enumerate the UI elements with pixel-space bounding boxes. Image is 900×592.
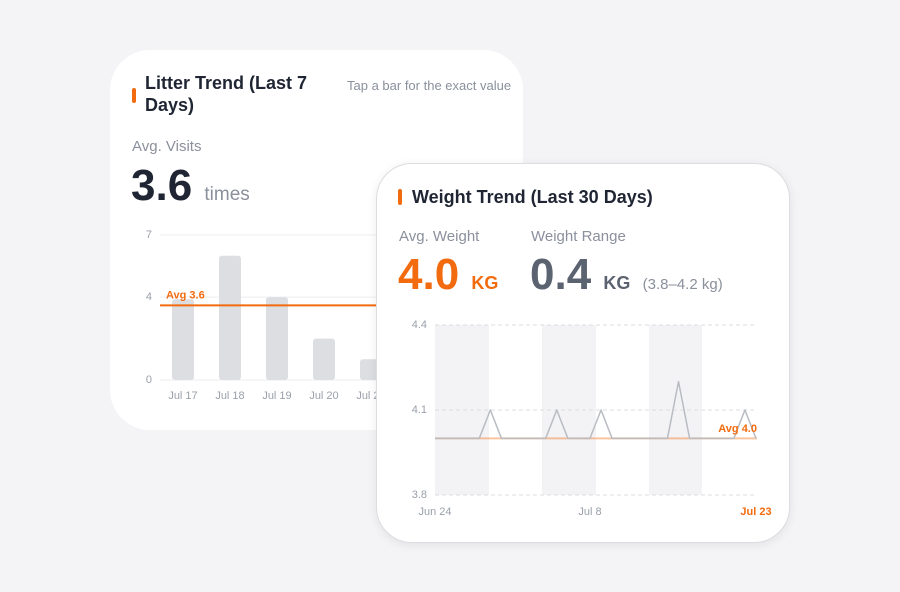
bar bbox=[313, 338, 335, 380]
accent-bar bbox=[132, 88, 136, 103]
average-label: Avg 4.0 bbox=[718, 423, 757, 435]
x-tick-label: Jul 19 bbox=[262, 390, 291, 402]
y-tick-label: 4.4 bbox=[412, 319, 427, 331]
metric-unit: KG bbox=[603, 273, 631, 293]
bar bbox=[266, 297, 288, 380]
x-tick-label: Jul 18 bbox=[215, 390, 244, 402]
x-tick-label: Jun 24 bbox=[418, 506, 451, 518]
y-tick-label: 4 bbox=[146, 291, 152, 303]
metric-value: 0.4 bbox=[530, 250, 592, 299]
x-tick-label: Jul 20 bbox=[309, 390, 338, 402]
metric-label: Weight Range bbox=[531, 228, 626, 245]
x-tick-label: Jul 8 bbox=[578, 506, 601, 518]
bar bbox=[219, 255, 241, 380]
metric-unit: KG bbox=[471, 273, 499, 293]
card-title: Litter Trend (Last 7 Days) bbox=[145, 73, 308, 115]
metric-value: 4.0 bbox=[398, 250, 460, 299]
metric-unit: times bbox=[204, 184, 250, 205]
hint: Tap a bar for the exact value bbox=[347, 78, 512, 93]
weight-card: Weight Trend (Last 30 Days) Avg. Weight … bbox=[376, 163, 790, 543]
y-tick-label: 4.1 bbox=[412, 404, 427, 416]
bar bbox=[172, 299, 194, 380]
metric-label: Avg. Visits bbox=[132, 138, 202, 155]
card-title: Weight Trend (Last 30 Days) bbox=[412, 187, 653, 207]
metric-value: 3.6 bbox=[131, 161, 193, 210]
metric-label: Avg. Weight bbox=[399, 228, 480, 245]
weight-line bbox=[435, 380, 757, 440]
x-tick-label: Jul 17 bbox=[168, 390, 197, 402]
accent-bar bbox=[398, 189, 402, 205]
y-tick-label: 0 bbox=[146, 374, 152, 386]
average-label: Avg 3.6 bbox=[166, 289, 205, 301]
metric-note: (3.8–4.2 kg) bbox=[642, 276, 723, 293]
line-chart: 3.8 4.1 4.4 Jun 24 Jul 8 Jul 23 Avg 4.0 bbox=[412, 319, 772, 518]
metric: 0.4 KG (3.8–4.2 kg) bbox=[530, 250, 723, 310]
metric: 4.0 KG bbox=[398, 250, 498, 308]
y-tick-label: 3.8 bbox=[412, 489, 427, 501]
x-tick-label: Jul 23 bbox=[740, 506, 771, 518]
metric: 3.6 times bbox=[131, 161, 250, 220]
y-tick-label: 7 bbox=[146, 229, 152, 241]
